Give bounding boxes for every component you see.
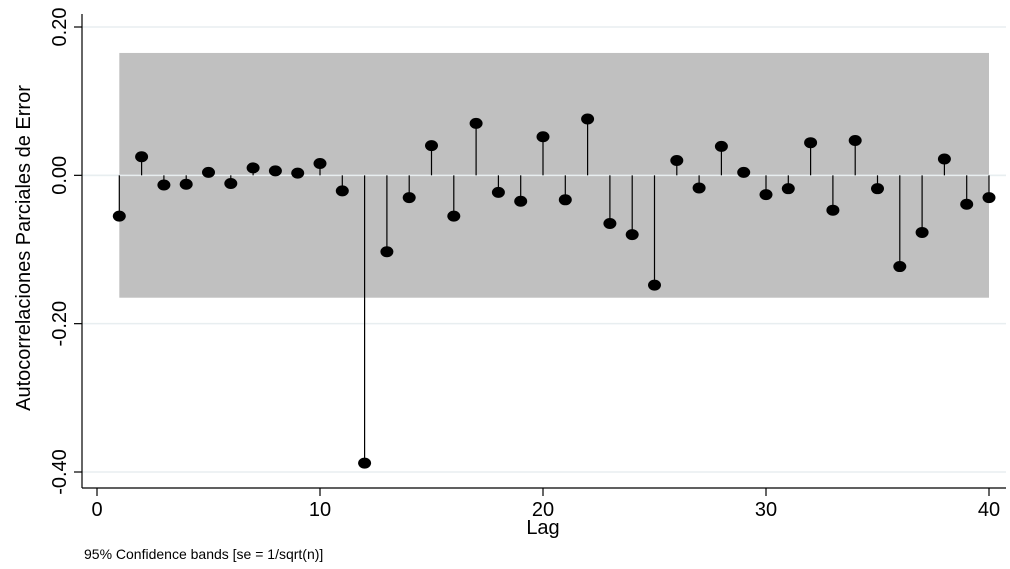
x-tick-label-30: 30 [755, 499, 777, 521]
point-lag-23 [603, 218, 617, 230]
point-lag-30 [759, 189, 773, 201]
point-lag-10 [313, 157, 327, 169]
chart-note: 95% Confidence bands [se = 1/sqrt(n)] [84, 546, 323, 562]
x-axis-label: Lag [526, 517, 559, 539]
point-lag-3 [157, 179, 171, 191]
point-lag-1 [112, 210, 126, 222]
point-lag-36 [893, 261, 907, 273]
point-lag-13 [380, 246, 394, 258]
point-lag-32 [804, 137, 818, 149]
point-lag-11 [335, 185, 349, 197]
point-lag-37 [915, 226, 929, 238]
point-lag-35 [871, 183, 884, 195]
point-lag-17 [469, 117, 483, 129]
point-lag-31 [781, 183, 795, 195]
point-lag-12 [358, 457, 372, 469]
point-lag-14 [402, 192, 416, 204]
y-tick-label-2: 0.00 [49, 156, 71, 195]
point-lag-24 [625, 229, 639, 241]
point-lag-18 [491, 186, 505, 198]
point-lag-40 [982, 192, 996, 204]
point-lag-6 [224, 177, 238, 189]
point-lag-34 [848, 134, 862, 146]
point-lag-2 [135, 151, 149, 163]
point-lag-25 [648, 279, 661, 291]
x-tick-label-20: 20 [532, 499, 554, 521]
x-tick-label-40: 40 [978, 499, 1000, 521]
point-lag-33 [826, 204, 840, 216]
point-lag-19 [514, 195, 528, 207]
point-lag-15 [425, 140, 438, 152]
point-lag-26 [670, 155, 684, 166]
point-lag-28 [714, 140, 728, 152]
points [112, 113, 996, 469]
point-lag-21 [558, 194, 572, 206]
x-ticks: 0 10 20 30 40 [91, 488, 1000, 521]
y-ticks: -0.40 -0.20 0.00 0.20 [49, 8, 82, 495]
point-lag-39 [960, 198, 974, 210]
y-axis-label: Autocorrelaciones Parciales de Error [13, 85, 35, 411]
point-lag-20 [536, 131, 550, 143]
y-tick-label-0: -0.40 [49, 449, 71, 495]
point-lag-9 [291, 167, 305, 179]
point-lag-5 [202, 166, 215, 178]
y-tick-label-1: -0.20 [49, 301, 71, 347]
point-lag-8 [268, 165, 282, 177]
point-lag-29 [737, 166, 751, 178]
axes [81, 14, 1006, 489]
point-lag-4 [179, 178, 193, 190]
point-lag-38 [937, 153, 951, 165]
point-lag-27 [692, 182, 706, 194]
point-lag-22 [581, 113, 595, 125]
point-lag-16 [447, 210, 461, 222]
x-tick-label-0: 0 [91, 499, 102, 521]
y-tick-label-3: 0.20 [49, 8, 71, 47]
x-tick-label-10: 10 [309, 499, 331, 521]
point-lag-7 [246, 162, 260, 174]
